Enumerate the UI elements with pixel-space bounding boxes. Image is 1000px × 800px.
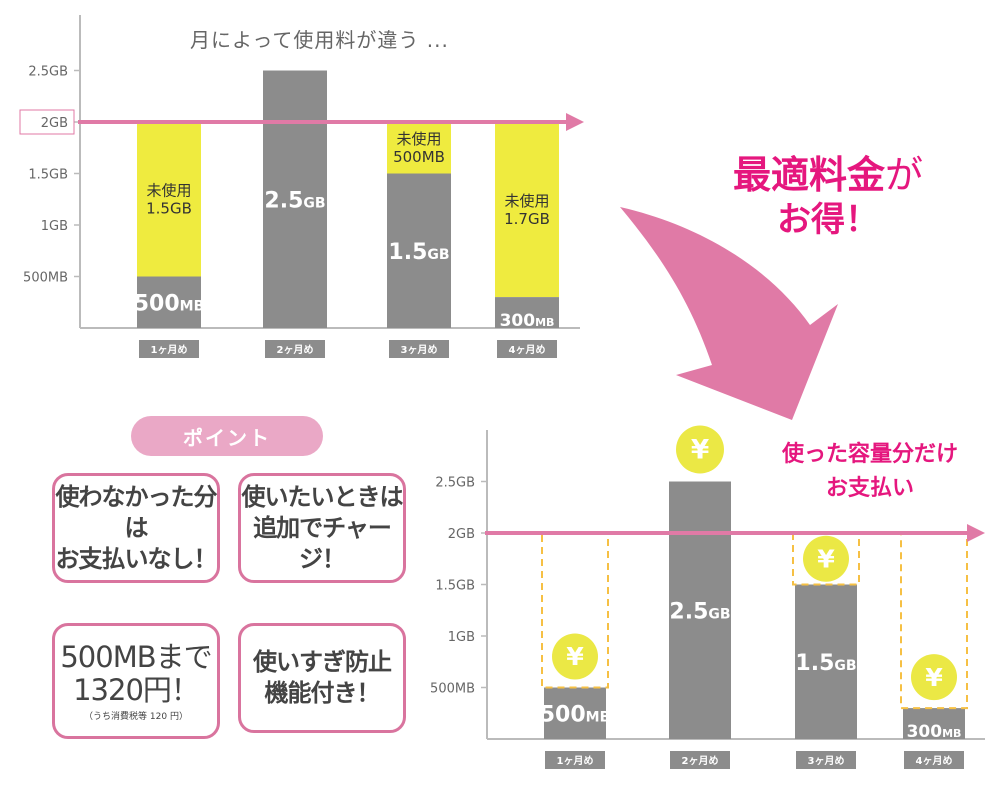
point-box-4: 使いすぎ防止 機能付き！ [238, 623, 406, 733]
point-3-note: （うち消費税等 120 円） [84, 711, 188, 722]
chart2-bar-label: 1.5GB [795, 651, 856, 676]
point-2-line2: 追加でチャージ！ [253, 513, 392, 573]
chart2-dashed-frame [792, 532, 860, 586]
chart2-coin-symbol: ¥ [817, 544, 835, 573]
chart1-tick-label: 2.5GB [28, 65, 68, 80]
chart1-bar-label: 300MB [500, 311, 555, 331]
headline-strong: 最適料金 [732, 153, 885, 197]
chart2-threshold-arrowhead [967, 524, 985, 542]
top-chart-title: 月によって使用料が違う ... [190, 28, 449, 52]
chart2-category-label: 1ヶ月め [557, 755, 594, 767]
chart1-category-tag [389, 340, 449, 358]
pay-note-line2: お支払い [825, 476, 914, 501]
chart2-bar [669, 481, 731, 739]
chart1-bar-unused [137, 122, 201, 277]
chart1-unused-label: 未使用 500MB [393, 130, 445, 166]
chart1-bar-unused [387, 122, 451, 174]
headline-suffix: が [885, 153, 924, 197]
point-box-1: 使わなかった分は お支払いなし！ [52, 473, 220, 583]
chart2-coin-symbol: ¥ [566, 642, 584, 671]
point-box-3: 500MBまで 1320円！ （うち消費税等 120 円） [52, 623, 220, 739]
chart2-coin [552, 633, 598, 680]
chart1-category-tag [265, 340, 325, 358]
point-1-line1: 使わなかった分は [55, 482, 218, 542]
chart1-category-tag [497, 340, 557, 358]
chart2-category-tag [545, 751, 605, 769]
point-box-2: 使いたいときは 追加でチャージ！ [238, 473, 406, 583]
chart1-category-label: 4ヶ月め [509, 344, 546, 356]
chart2-bar-label: 300MB [907, 722, 962, 742]
chart1-tick-label: 1.5GB [28, 168, 68, 183]
point-3-line2: 1320円！ [73, 672, 200, 707]
chart2-tick-label: 1GB [448, 630, 475, 645]
chart2-coin-symbol: ¥ [691, 435, 710, 466]
chart2-coin [803, 535, 849, 582]
chart2-category-label: 3ヶ月め [808, 755, 845, 767]
point-1-line2: お支払いなし！ [55, 544, 218, 573]
chart2-bar-label: 500MB [540, 702, 611, 727]
chart1-tick-label: 2GB [41, 116, 68, 131]
chart2-bar [795, 584, 857, 739]
chart1-bar [137, 276, 201, 328]
point-4-line1: 使いすぎ防止 [253, 648, 392, 676]
chart1-bar [495, 297, 559, 328]
chart2-bar [903, 708, 965, 739]
point-4-line2: 機能付き！ [264, 679, 381, 707]
chart1-category-label: 1ヶ月め [151, 344, 188, 356]
chart1-threshold-tick-frame [19, 109, 75, 135]
chart2-tick-label: 2GB [448, 527, 475, 542]
point-label: ポイント [131, 416, 323, 456]
chart2-coin [911, 654, 957, 701]
headline: 最適料金が お得！ [688, 152, 968, 242]
chart2-coin-symbol: ¥ [925, 663, 943, 692]
chart1-unused-label: 未使用 1.5GB [146, 182, 192, 218]
chart1-tick-label: 1GB [41, 219, 68, 234]
point-3-line1: 500MBまで [60, 639, 212, 674]
chart1-threshold-arrowhead [566, 113, 584, 131]
chart1-category-label: 2ヶ月め [277, 344, 314, 356]
chart1-bar [263, 70, 327, 328]
chart2-tick-label: 2.5GB [435, 476, 475, 491]
chart2-dashed-frame [541, 532, 609, 689]
chart1-category-label: 3ヶ月め [401, 344, 438, 356]
chart1-bar-unused [495, 122, 559, 298]
chart2-category-tag [670, 751, 730, 769]
chart1-bar [387, 173, 451, 328]
chart2-bar-label: 2.5GB [669, 599, 730, 624]
chart2-category-label: 4ヶ月め [916, 755, 953, 767]
pay-note: 使った容量分だけ お支払い [760, 438, 980, 506]
chart1-tick-label: 500MB [23, 271, 68, 286]
headline-line2: お得！ [777, 200, 879, 240]
chart2-category-tag [796, 751, 856, 769]
chart1-unused-label: 未使用 1.7GB [504, 192, 550, 228]
chart2-category-tag [904, 751, 964, 769]
chart1-bar-label: 500MB [134, 291, 205, 316]
chart2-tick-label: 500MB [430, 682, 475, 697]
chart2-tick-label: 1.5GB [435, 579, 475, 594]
chart2-bar [544, 687, 606, 739]
pay-note-line1: 使った容量分だけ [781, 442, 958, 467]
chart1-category-tag [139, 340, 199, 358]
chart1-bar-label: 2.5GB [264, 188, 325, 213]
point-2-line1: 使いたいときは [241, 482, 404, 511]
chart2-coin [676, 425, 724, 474]
chart2-category-label: 2ヶ月め [682, 755, 719, 767]
chart1-bar-label: 1.5GB [388, 240, 449, 265]
big-arrow-icon [620, 207, 838, 420]
